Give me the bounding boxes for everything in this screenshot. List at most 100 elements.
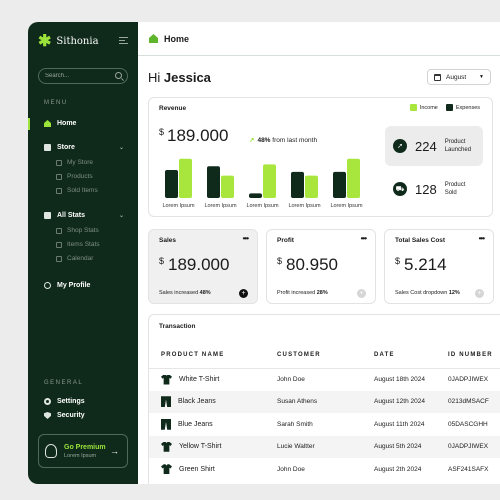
greeting-prefix: Hi	[148, 70, 161, 85]
page-title: Home	[164, 33, 190, 44]
sidebar-item-label: Calendar	[67, 255, 94, 262]
sidebar-item-sold-items[interactable]: Sold Items	[56, 187, 98, 194]
table-row[interactable]: Green Shirt John Doe August 2th 2024 ASF…	[149, 458, 500, 481]
table-row[interactable]: Blue Jeans Sarah Smith August 11th 2024 …	[149, 413, 500, 436]
revenue-title: Revenue	[159, 105, 187, 112]
asterisk-logo-icon: ✱	[38, 32, 52, 50]
more-options-icon[interactable]: •••	[478, 234, 485, 243]
plus-icon[interactable]: +	[357, 289, 366, 298]
table-row[interactable]: Yellow T-Shirt Lucie Waltter August 5th …	[149, 435, 500, 458]
sidebar-item-my-store[interactable]: My Store	[56, 159, 93, 166]
stats-icon	[44, 212, 51, 219]
x-tick-label: Lorem Ipsum	[162, 203, 195, 209]
id-cell: 05DASCGHH	[448, 420, 488, 428]
month-select[interactable]: August ▼	[427, 69, 491, 85]
legend-swatch-expenses	[445, 104, 453, 111]
premium-subtitle: Lorem Ipsum	[64, 452, 97, 459]
more-options-icon[interactable]: •••	[360, 234, 367, 243]
search-icon[interactable]	[115, 72, 122, 79]
calendar-icon	[434, 73, 441, 81]
tshirt-icon	[161, 464, 172, 475]
column-header[interactable]: DATE	[374, 342, 448, 369]
more-options-icon[interactable]: •••	[242, 234, 249, 243]
stat-label-line: Launched	[444, 147, 472, 153]
sidebar-item-items-stats[interactable]: Items Stats	[56, 241, 100, 248]
kpi-card-sales: Sales ••• $189.000 Sales increased 48% +	[148, 229, 258, 304]
revenue-value: $189.000	[159, 126, 228, 146]
bar-income-1	[221, 175, 234, 198]
sidebar-item-label: Items Stats	[67, 241, 100, 248]
kpi-value: $80.950	[277, 255, 338, 275]
sidebar-item-products[interactable]: Products	[56, 173, 93, 180]
stat-label: Product Sold	[445, 181, 466, 197]
id-cell: 0JADPJIWEX	[448, 376, 489, 383]
sidebar-item-label: All Stats	[57, 212, 86, 219]
sidebar-item-label: Home	[57, 120, 77, 127]
box-icon	[56, 173, 62, 180]
customer-cell: Sarah Smith	[277, 420, 313, 428]
sidebar-item-shop-stats[interactable]: Shop Stats	[56, 227, 99, 234]
table-row[interactable]: Black Jeans Susan Athens August 12th 202…	[149, 390, 500, 413]
revenue-change-text: from last month	[272, 137, 318, 144]
sidebar-item-security[interactable]: Security	[44, 412, 124, 419]
greeting-name: Jessica	[163, 70, 211, 85]
brand-name: Sithonia	[56, 36, 99, 47]
legend-label: Expenses	[455, 104, 480, 111]
column-header[interactable]: CUSTOMER	[277, 342, 374, 369]
customer-cell: Lucie Waltter	[277, 435, 374, 458]
kpi-amount: 5.214	[404, 255, 447, 274]
arrow-right-icon[interactable]: →	[110, 446, 119, 456]
product-cell: Blue Jeans	[161, 418, 277, 430]
top-bar: Home	[138, 22, 500, 56]
plus-icon[interactable]: +	[239, 289, 248, 298]
kpi-card-profit: Profit ••• $80.950 Profit increased 28% …	[266, 229, 376, 304]
sidebar-item-home[interactable]: Home	[44, 120, 124, 127]
product-name: Black Jeans	[178, 398, 216, 406]
kpi-footer-pct: 48%	[199, 290, 211, 296]
premium-badge-icon	[45, 444, 57, 458]
sidebar-item-calendar[interactable]: Calendar	[56, 255, 93, 262]
sidebar-item-my-profile[interactable]: My Profile	[44, 282, 124, 289]
customer-cell: Susan Athens	[277, 390, 374, 413]
transactions-table: PRODUCT NAME CUSTOMER DATE ID NUMBER Whi…	[149, 342, 500, 481]
bar-expenses-2	[249, 193, 262, 198]
bar-expenses-0	[165, 170, 178, 198]
sidebar-item-label: Security	[57, 412, 85, 419]
home-icon	[149, 34, 158, 43]
brand[interactable]: ✱ Sithonia	[38, 32, 99, 50]
sidebar-item-all-stats[interactable]: All Stats ⌄	[44, 212, 124, 219]
kpi-footer-pct: 28%	[316, 290, 328, 296]
bar-income-4	[347, 158, 360, 198]
product-name: White T-Shirt	[179, 376, 220, 383]
kpi-value: $5.214	[395, 255, 447, 275]
gear-icon	[44, 398, 51, 405]
bar-expenses-4	[333, 171, 346, 198]
rocket-icon: ➚	[393, 139, 407, 153]
table-row[interactable]: White T-Shirt John Doe August 18th 2024 …	[149, 368, 500, 391]
general-section-label: GENERAL	[44, 380, 84, 386]
currency-symbol: $	[159, 256, 165, 266]
chart-icon	[56, 241, 62, 248]
plus-icon[interactable]: +	[475, 289, 484, 298]
column-header[interactable]: ID NUMBER	[448, 342, 500, 369]
product-name: Green Shirt	[179, 465, 215, 473]
search-input[interactable]	[45, 73, 115, 79]
product-cell: Yellow T-Shirt	[161, 441, 277, 452]
sidebar-item-label: My Store	[67, 159, 94, 166]
sidebar-item-settings[interactable]: Settings	[44, 398, 124, 405]
sidebar-item-store[interactable]: Store ⌄	[44, 144, 124, 151]
currency-symbol: $	[395, 256, 401, 266]
sidebar-collapse-icon[interactable]	[119, 37, 128, 44]
kpi-title: Sales	[159, 237, 176, 244]
tshirt-icon	[161, 374, 172, 385]
stat-label: Product Launched	[445, 138, 471, 154]
product-cell: Black Jeans	[161, 396, 277, 408]
home-icon	[44, 120, 51, 127]
date-cell: August 2th 2024	[374, 465, 422, 473]
go-premium-card[interactable]: Go Premium Lorem Ipsum →	[38, 434, 128, 468]
revenue-bar-chart: Lorem Ipsum Lorem Ipsum Lorem Ipsum Lorem I…	[162, 158, 363, 209]
column-header[interactable]: PRODUCT NAME	[149, 342, 277, 369]
search-box[interactable]	[38, 68, 128, 84]
sidebar-item-label: My Profile	[57, 282, 91, 289]
month-select-value: August	[446, 73, 467, 81]
